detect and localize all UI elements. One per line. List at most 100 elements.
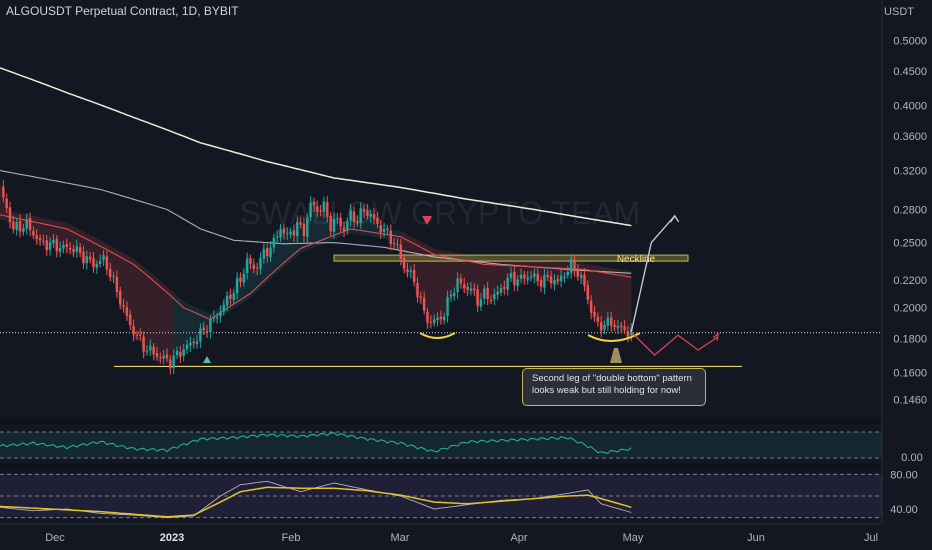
osc1-label: 0.00	[901, 452, 922, 464]
candle-body	[600, 322, 603, 331]
candle-body	[549, 276, 553, 283]
candle-body	[569, 259, 573, 273]
sell-signal-marker	[422, 216, 432, 225]
candle-body	[610, 317, 613, 326]
candle-body	[289, 231, 292, 235]
candle-body	[276, 236, 279, 238]
candle-body	[556, 279, 559, 282]
candle-body	[469, 288, 473, 291]
candle-body	[479, 299, 483, 307]
candle-body	[215, 317, 219, 319]
candle-body	[372, 214, 376, 219]
candle-body	[92, 258, 95, 267]
candle-body	[189, 342, 192, 346]
candle-body	[483, 288, 486, 299]
candle-body	[576, 269, 580, 277]
y-tick-label: 0.1800	[893, 333, 927, 345]
candle-body	[623, 326, 626, 331]
osc1-band	[0, 432, 882, 458]
candle-body	[52, 239, 55, 244]
candle-body	[302, 223, 306, 237]
candle-body	[362, 209, 366, 212]
candle-body	[65, 244, 68, 247]
candle-body	[366, 210, 369, 216]
candle-body	[583, 274, 586, 286]
candle-body	[606, 317, 610, 326]
candle-body	[205, 331, 209, 333]
candle-body	[192, 341, 195, 344]
candle-body	[212, 316, 215, 319]
x-tick-label: May	[623, 532, 644, 544]
candle-body	[386, 228, 389, 230]
candle-body	[329, 215, 332, 232]
candle-body	[229, 294, 232, 299]
candle-body	[406, 269, 409, 273]
candle-body	[596, 316, 600, 322]
candle-body	[326, 202, 329, 217]
candle-body	[255, 267, 259, 269]
y-tick-label: 0.1460	[893, 394, 927, 406]
currency-label: USDT	[884, 6, 914, 18]
candle-body	[586, 285, 590, 300]
candle-body	[62, 245, 65, 249]
candle-body	[109, 268, 112, 278]
candle-body	[352, 211, 356, 222]
osc2-slow-line	[0, 486, 632, 518]
candle-body	[513, 272, 516, 285]
candle-body	[32, 230, 35, 236]
x-tick-label: Mar	[391, 532, 410, 544]
projection-up-arrowhead	[670, 214, 680, 223]
candle-body	[422, 297, 426, 311]
candle-body	[486, 288, 489, 299]
candle-body	[349, 210, 352, 221]
candle-body	[142, 336, 145, 352]
candle-body	[356, 220, 359, 223]
candle-body	[342, 227, 346, 231]
buy-signal-marker	[203, 356, 211, 363]
callout-box: Second leg of "double bottom" pattern lo…	[522, 368, 706, 406]
candle-body	[85, 256, 89, 264]
candle-body	[55, 238, 58, 252]
candle-body	[459, 278, 463, 284]
candle-body	[476, 289, 479, 306]
candle-body	[463, 284, 466, 289]
candle-body	[159, 357, 162, 359]
neckline-zone	[333, 254, 689, 262]
candle-body	[185, 344, 189, 350]
x-tick-label: 2023	[160, 532, 184, 544]
x-tick-label: Jul	[864, 532, 878, 544]
candle-body	[603, 324, 606, 330]
candle-body	[225, 296, 229, 306]
osc1-line	[0, 432, 632, 454]
candle-body	[272, 237, 276, 248]
y-tick-label: 0.3200	[893, 166, 927, 178]
candle-body	[18, 220, 22, 232]
candle-body	[219, 311, 222, 317]
candle-body	[175, 350, 179, 356]
candle-body	[252, 264, 256, 269]
candle-body	[125, 307, 129, 316]
candle-body	[202, 327, 205, 331]
candle-body	[232, 293, 235, 300]
candle-body	[309, 202, 312, 218]
candle-body	[245, 258, 249, 274]
y-tick-label: 0.2800	[893, 205, 927, 217]
candle-body	[286, 233, 289, 235]
candle-body	[316, 206, 319, 212]
candle-body	[559, 275, 563, 282]
candle-body	[162, 355, 165, 359]
callout-pointer	[610, 348, 622, 363]
candle-body	[589, 300, 593, 313]
candle-body	[519, 274, 523, 279]
candle-body	[566, 271, 569, 276]
candle-body	[516, 279, 519, 286]
candle-body	[526, 277, 529, 280]
candle-body	[139, 334, 142, 336]
candle-body	[15, 221, 18, 230]
pane-divider	[0, 420, 882, 424]
candle-body	[169, 359, 172, 369]
candle-body	[269, 247, 272, 258]
candle-body	[279, 229, 282, 238]
